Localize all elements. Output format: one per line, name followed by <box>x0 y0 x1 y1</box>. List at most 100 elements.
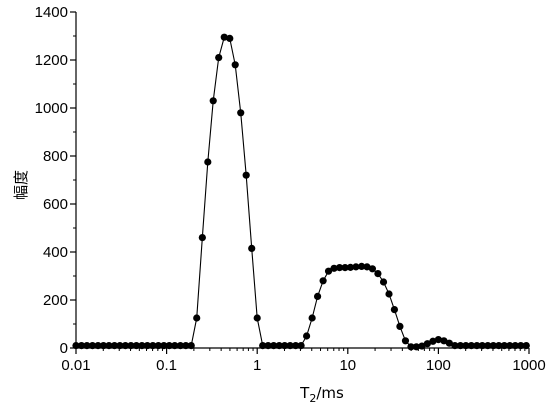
data-point <box>517 342 525 350</box>
data-point <box>434 336 442 344</box>
data-point <box>182 342 190 350</box>
data-point <box>484 342 492 350</box>
data-point <box>149 342 157 350</box>
data-point <box>462 342 470 350</box>
data-point <box>193 314 201 322</box>
data-point <box>478 342 486 350</box>
y-tick-label: 600 <box>43 196 68 213</box>
series-line <box>76 36 527 348</box>
data-point <box>440 337 448 345</box>
data-point <box>231 61 239 69</box>
data-point <box>297 342 305 350</box>
data-point <box>143 342 151 350</box>
data-point <box>242 171 250 179</box>
x-axis-label: T2/ms <box>299 384 344 405</box>
data-point <box>132 342 140 350</box>
data-point <box>105 342 113 350</box>
data-point <box>220 33 228 41</box>
series-polyline <box>76 36 527 348</box>
data-point <box>209 97 217 105</box>
data-point <box>275 342 283 350</box>
data-point <box>456 342 465 350</box>
x-axis-label-main: T <box>299 384 310 402</box>
data-point <box>495 342 503 350</box>
data-point <box>127 342 135 350</box>
data-point <box>352 263 360 271</box>
y-tick-label: 1400 <box>35 4 68 21</box>
data-point <box>418 342 426 350</box>
x-tick-label: 0.01 <box>61 357 90 374</box>
data-point <box>451 342 459 350</box>
y-tick-label: 1200 <box>35 52 68 69</box>
data-point <box>160 342 168 350</box>
data-point <box>110 342 119 350</box>
data-point <box>77 342 86 350</box>
data-point <box>324 267 333 275</box>
data-point <box>346 263 355 271</box>
data-point <box>319 277 327 285</box>
data-point <box>165 342 173 350</box>
data-point <box>379 278 388 286</box>
x-tick-label: 100 <box>426 357 451 374</box>
data-point <box>407 343 415 351</box>
data-point <box>506 342 514 350</box>
data-point <box>121 342 129 350</box>
data-point <box>281 342 289 350</box>
data-point <box>292 342 300 350</box>
x-tick-label: 1000 <box>512 357 545 374</box>
data-point <box>226 34 234 43</box>
data-point <box>187 342 195 350</box>
y-tick-label: 400 <box>43 244 68 261</box>
series-points <box>72 33 530 351</box>
y-axis-ticks: 0 200 400 600 800 1000 1200 1400 <box>35 4 76 357</box>
data-point <box>489 342 497 350</box>
x-tick-label: 0.1 <box>156 357 177 374</box>
x-axis-label-sub: 2 <box>309 392 316 405</box>
data-point <box>385 290 393 298</box>
data-point <box>204 158 212 166</box>
data-point <box>330 264 338 272</box>
data-point <box>253 314 261 322</box>
data-point <box>313 292 322 300</box>
data-point <box>83 342 91 350</box>
data-point <box>171 342 179 350</box>
data-point <box>308 314 316 322</box>
data-point <box>511 342 519 350</box>
data-point <box>303 332 311 340</box>
data-point <box>500 342 508 350</box>
data-point <box>215 54 223 62</box>
data-point <box>264 342 272 350</box>
data-point <box>237 109 245 117</box>
x-axis-ticks: 0.01 0.1 1 10 100 1000 <box>61 348 546 374</box>
data-point <box>390 306 399 314</box>
data-point <box>176 342 184 350</box>
data-point <box>396 322 404 330</box>
data-point <box>94 342 102 350</box>
data-point <box>358 262 366 270</box>
data-point <box>259 342 267 350</box>
y-tick-label: 200 <box>43 292 68 309</box>
data-point <box>423 340 431 348</box>
data-point <box>467 342 475 350</box>
data-point <box>248 244 256 252</box>
data-point <box>363 263 371 271</box>
y-tick-label: 1000 <box>35 100 68 117</box>
x-axis-label-unit: /ms <box>316 384 344 402</box>
data-point <box>99 342 108 350</box>
data-point <box>286 342 294 350</box>
data-point <box>88 342 97 350</box>
y-axis-label: 幅度 <box>12 170 30 200</box>
data-point <box>374 270 382 278</box>
data-point <box>429 337 437 345</box>
data-point <box>473 342 481 350</box>
data-point <box>198 234 206 242</box>
data-point <box>368 265 377 273</box>
data-point <box>138 342 146 350</box>
data-point <box>522 342 530 350</box>
data-point <box>335 264 344 272</box>
data-point <box>401 337 410 345</box>
data-point <box>154 342 162 350</box>
data-point <box>116 342 124 350</box>
x-tick-label: 1 <box>253 357 261 374</box>
